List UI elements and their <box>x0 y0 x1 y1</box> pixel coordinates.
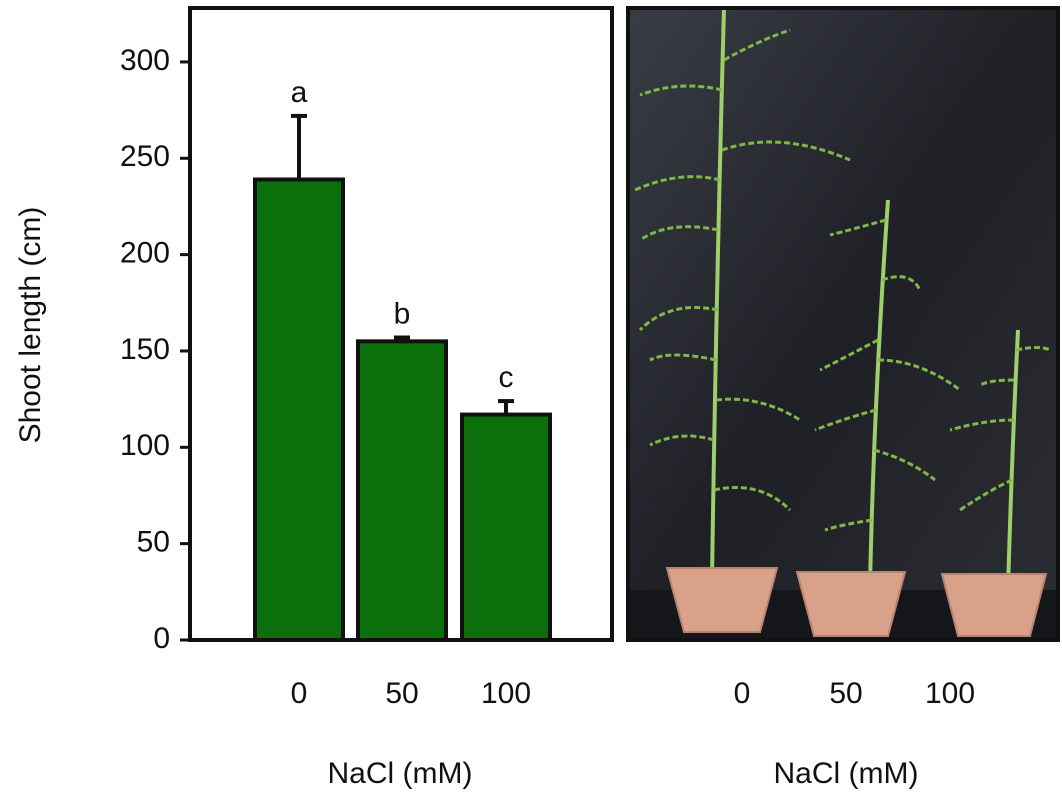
y-tick-label: 100 <box>120 429 170 462</box>
x-tick-label: 0 <box>291 677 308 710</box>
y-tick-label: 200 <box>120 237 170 270</box>
significance-label: c <box>499 361 514 394</box>
photo-x-label: 100 <box>925 677 975 710</box>
significance-label: a <box>291 76 308 109</box>
photo-x-label: 0 <box>734 677 751 710</box>
x-tick-label: 50 <box>385 677 418 710</box>
photo <box>626 6 1060 642</box>
y-tick-label: 0 <box>153 622 170 655</box>
significance-label: b <box>394 297 411 330</box>
y-tick-label: 300 <box>120 44 170 77</box>
y-tick-label: 250 <box>120 140 170 173</box>
bar <box>460 412 552 642</box>
photo-x-label: NaCl (mM) <box>774 757 919 790</box>
bar <box>356 339 448 642</box>
x-axis-label: NaCl (mM) <box>328 757 473 790</box>
bar <box>253 177 345 643</box>
plot-frame <box>188 6 614 642</box>
x-tick-label: 100 <box>481 677 531 710</box>
y-axis-label: Shoot length (cm) <box>14 207 47 444</box>
y-tick-label: 50 <box>137 526 170 559</box>
photo-x-label: 50 <box>829 677 862 710</box>
y-tick-label: 150 <box>120 333 170 366</box>
